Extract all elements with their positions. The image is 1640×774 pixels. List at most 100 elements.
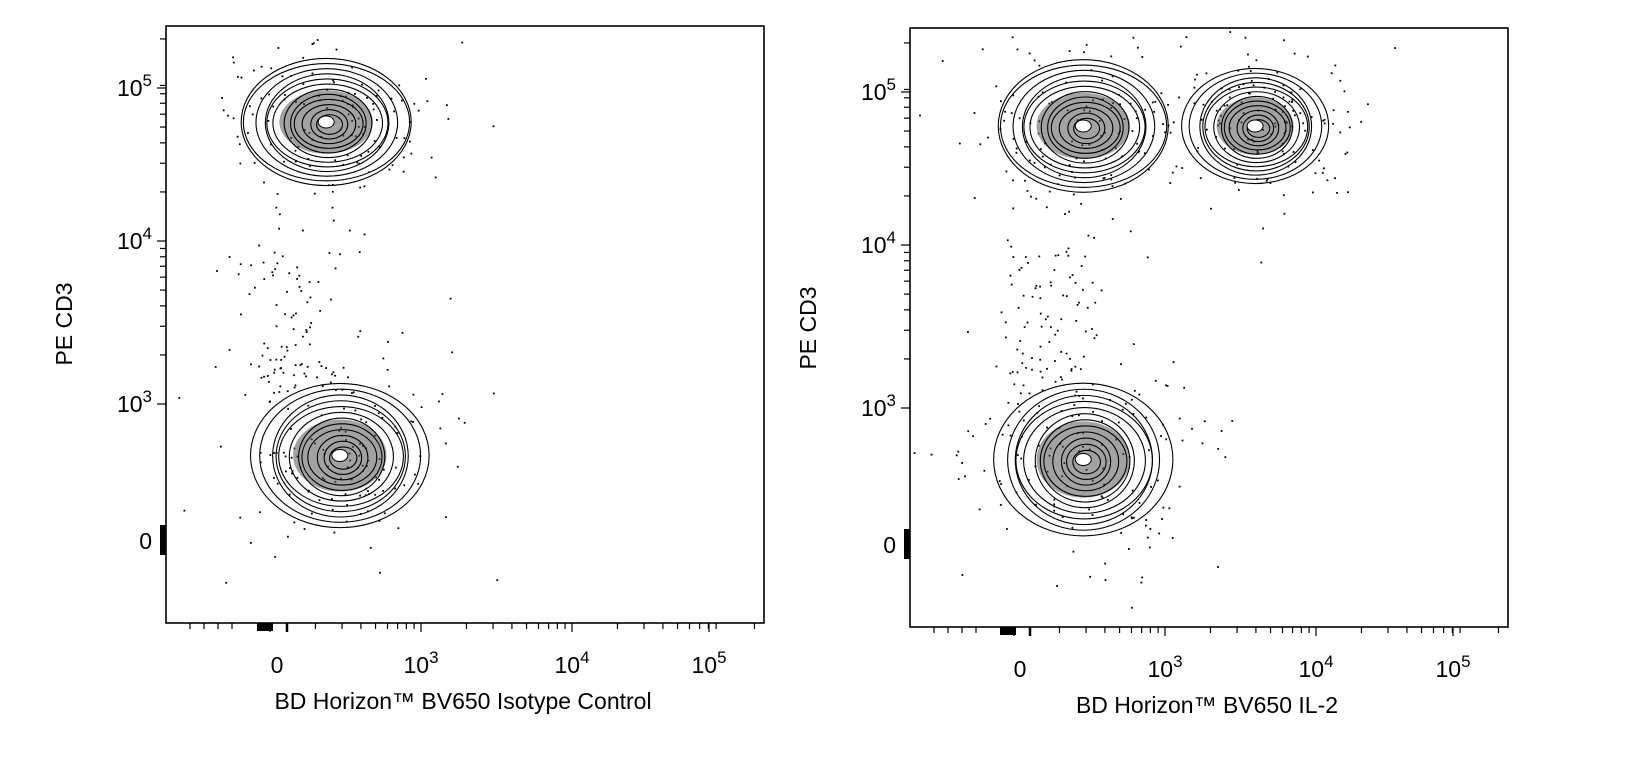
event-dot [278,227,280,230]
event-dot [273,251,276,254]
event-dot [272,105,275,108]
event-dot [1152,135,1154,138]
y-tick-label-exp: 3 [887,391,896,410]
event-dot [360,154,363,157]
event-dot [1129,230,1132,233]
event-dot [1043,166,1046,169]
event-dot [1121,155,1123,158]
event-dot [1033,161,1036,164]
event-dot [214,366,217,368]
event-dot [1082,355,1085,358]
event-dot [1334,177,1336,180]
event-dot [310,322,313,324]
contour-ring [272,394,409,518]
event-dot [268,380,270,383]
event-dot [1181,167,1184,169]
event-dot [1022,419,1025,422]
event-dot [1348,126,1351,129]
event-dot [1016,48,1019,51]
event-dot [967,331,969,333]
event-dot [363,233,366,236]
event-dot [309,326,311,329]
x-tick-label-exp: 4 [1324,652,1333,671]
contour-ring [240,57,412,187]
event-dot [1009,434,1012,437]
event-dot [1346,110,1349,113]
event-dot [276,482,279,485]
event-dot [439,427,442,430]
event-dot [1151,101,1154,104]
event-dot [249,542,252,544]
event-dot [333,81,335,84]
event-dot [1343,90,1346,93]
event-dot [1061,516,1064,518]
event-dot [295,312,297,315]
contour-ring [1034,413,1135,509]
event-dot [244,393,247,396]
event-dot [342,366,345,369]
event-dot [388,168,391,171]
event-dot [343,407,345,410]
event-dot [331,190,334,193]
event-dot [1038,444,1040,447]
event-dot [1086,306,1089,309]
event-dot [1220,430,1223,432]
event-dot [1293,114,1296,117]
event-dot [1215,136,1218,138]
event-dot [294,344,297,346]
x-zero-tick-cluster [257,623,273,631]
event-dot [1007,424,1010,427]
x-tick-label: 105 [691,648,726,678]
contour-ring [1060,437,1112,486]
event-dot [1021,352,1024,355]
event-dot [372,108,375,111]
contour-ring [288,411,394,502]
event-dot [360,418,362,421]
event-dot [1048,341,1051,343]
event-dot [225,581,228,584]
contour-ring [255,68,399,177]
event-dot [1053,503,1056,506]
contour-ring [1047,96,1124,159]
event-dot [316,39,319,41]
event-dot [284,313,286,316]
event-dot [1292,109,1295,112]
event-dot [1229,31,1232,33]
event-dot [178,396,181,399]
event-dot [1062,294,1065,297]
event-dot [1217,447,1220,450]
contour-ring [999,64,1168,188]
event-dot [300,290,303,292]
event-dot [1154,100,1157,103]
event-dot [248,293,251,295]
contour-ring [1202,81,1310,172]
event-dot [309,296,312,299]
event-dot [236,135,239,138]
event-dot [1035,284,1038,287]
event-dot [955,454,958,457]
contour-ring [1223,100,1291,155]
event-dot [268,401,271,403]
event-dot [961,462,963,464]
event-dot [273,371,276,374]
event-dot [354,409,357,412]
event-dot [1250,79,1253,82]
event-dot [1017,403,1019,405]
event-dot [1148,168,1150,171]
event-dot [1248,92,1251,95]
event-dot [1205,128,1208,131]
plot-frame [165,25,765,624]
event-dot [1323,118,1326,121]
event-dot [1007,401,1010,404]
event-dot [311,72,314,75]
event-dot [316,376,318,379]
event-dot [998,480,1001,482]
event-dot [1276,71,1279,74]
event-dot [281,255,284,258]
event-dot [1162,506,1165,509]
contour-ring [290,93,367,154]
event-dot [1281,150,1284,153]
x-tick-label: 103 [1147,652,1182,682]
event-dot [251,113,254,116]
event-dot [1004,336,1007,339]
